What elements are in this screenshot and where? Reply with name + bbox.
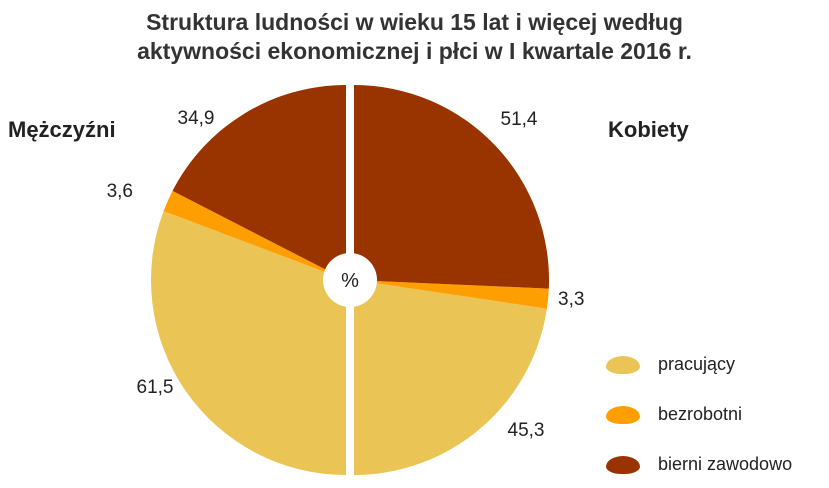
legend-label-bierni: bierni zawodowo xyxy=(658,454,793,474)
women-slice-pracujacy xyxy=(354,280,547,476)
women-slice-bezrobotni xyxy=(354,280,549,309)
legend-item-bezrobotni: bezrobotni xyxy=(600,400,829,430)
chart-title: Struktura ludności w wieku 15 lat i więc… xyxy=(0,8,829,66)
men-slice-pracujacy xyxy=(150,211,346,476)
center-percent-label: % xyxy=(341,270,359,292)
men-value-label-bezrobotni: 3,6 xyxy=(107,181,133,202)
women-value-label-bierni: 51,4 xyxy=(501,109,538,130)
men-pie-label: Mężczyźni xyxy=(8,117,116,142)
center-hole xyxy=(323,253,377,307)
men-value-label-bierni: 34,9 xyxy=(178,108,215,129)
legend-swatch-bezrobotni xyxy=(606,406,640,424)
women-slice-bierni xyxy=(354,85,549,289)
women-value-label-bezrobotni: 3,3 xyxy=(558,289,584,310)
legend-item-pracujacy: pracujący xyxy=(600,350,829,380)
legend-label-pracujacy: pracujący xyxy=(658,354,736,374)
women-pie-label: Kobiety xyxy=(608,117,689,142)
women-value-label-pracujacy: 45,3 xyxy=(508,420,545,441)
chart-title-line-1: Struktura ludności w wieku 15 lat i więc… xyxy=(146,9,683,35)
legend-item-bierni: bierni zawodowo xyxy=(600,450,829,480)
legend-swatch-bierni xyxy=(606,456,640,474)
men-value-label-pracujacy: 61,5 xyxy=(137,377,174,398)
men-slice-bezrobotni xyxy=(163,190,346,280)
chart-title-line-2: aktywności ekonomicznej i płci w I kwart… xyxy=(137,38,692,64)
legend-label-bezrobotni: bezrobotni xyxy=(658,404,743,424)
men-slice-bierni xyxy=(172,84,346,280)
legend-swatch-pracujacy xyxy=(606,356,640,374)
